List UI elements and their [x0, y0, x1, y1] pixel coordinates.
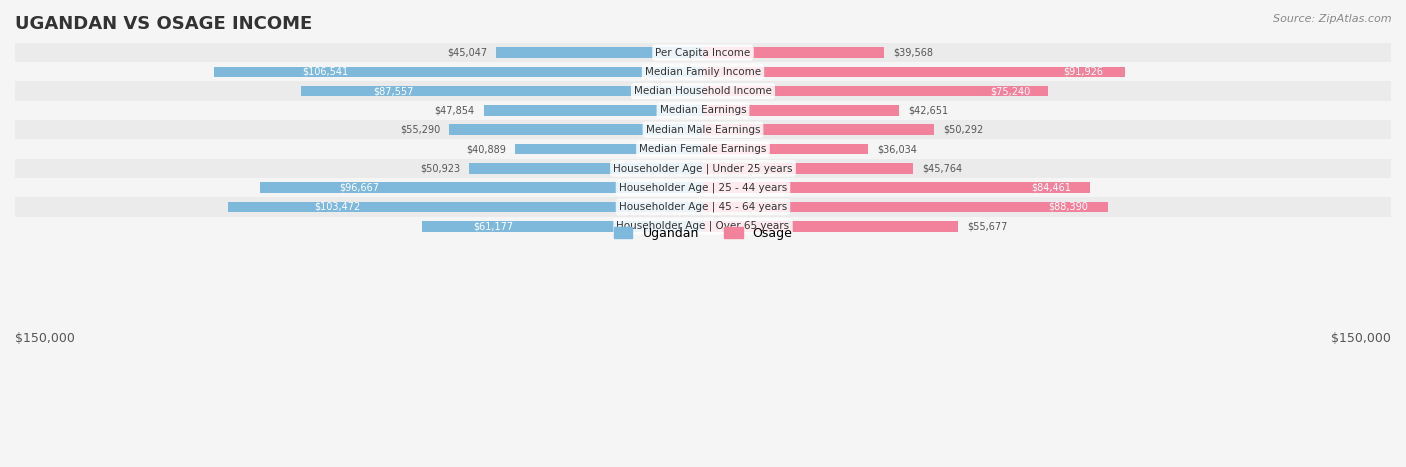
Text: $39,568: $39,568 [894, 48, 934, 57]
Text: Per Capita Income: Per Capita Income [655, 48, 751, 57]
Bar [703, 105, 898, 116]
Bar [214, 66, 703, 77]
Bar [15, 43, 1391, 62]
Text: UGANDAN VS OSAGE INCOME: UGANDAN VS OSAGE INCOME [15, 15, 312, 33]
Bar [15, 62, 1391, 81]
Text: $91,926: $91,926 [1063, 67, 1104, 77]
Bar [703, 221, 959, 232]
Bar [703, 124, 934, 135]
Text: $45,047: $45,047 [447, 48, 488, 57]
Text: $106,541: $106,541 [302, 67, 349, 77]
Bar [15, 120, 1391, 139]
Text: $150,000: $150,000 [1331, 333, 1391, 345]
Text: Median Female Earnings: Median Female Earnings [640, 144, 766, 154]
Bar [301, 86, 703, 97]
Bar [15, 159, 1391, 178]
Text: Median Male Earnings: Median Male Earnings [645, 125, 761, 134]
Text: $50,923: $50,923 [420, 163, 460, 173]
Text: $55,677: $55,677 [967, 221, 1008, 231]
Bar [703, 163, 912, 174]
Bar [703, 47, 884, 58]
Bar [496, 47, 703, 58]
Text: Householder Age | 25 - 44 years: Householder Age | 25 - 44 years [619, 182, 787, 193]
Text: Median Family Income: Median Family Income [645, 67, 761, 77]
Text: $42,651: $42,651 [908, 106, 948, 115]
Bar [15, 197, 1391, 217]
Bar [470, 163, 703, 174]
Text: $50,292: $50,292 [943, 125, 983, 134]
Text: $55,290: $55,290 [399, 125, 440, 134]
Bar [15, 101, 1391, 120]
Text: Householder Age | 45 - 64 years: Householder Age | 45 - 64 years [619, 202, 787, 212]
Text: $75,240: $75,240 [991, 86, 1031, 96]
Bar [15, 178, 1391, 197]
Text: $40,889: $40,889 [467, 144, 506, 154]
Bar [484, 105, 703, 116]
Bar [516, 144, 703, 154]
Text: Source: ZipAtlas.com: Source: ZipAtlas.com [1274, 14, 1392, 24]
Text: $87,557: $87,557 [374, 86, 415, 96]
Bar [228, 202, 703, 212]
Bar [260, 182, 703, 193]
Bar [15, 139, 1391, 159]
Legend: Ugandan, Osage: Ugandan, Osage [609, 222, 797, 245]
Text: $84,461: $84,461 [1031, 183, 1071, 192]
Bar [450, 124, 703, 135]
Text: Median Household Income: Median Household Income [634, 86, 772, 96]
Text: $47,854: $47,854 [434, 106, 474, 115]
Text: $61,177: $61,177 [472, 221, 513, 231]
Bar [703, 66, 1125, 77]
Bar [703, 202, 1108, 212]
Text: $88,390: $88,390 [1049, 202, 1088, 212]
Text: $36,034: $36,034 [877, 144, 917, 154]
Text: Householder Age | Over 65 years: Householder Age | Over 65 years [616, 221, 790, 232]
Text: $45,764: $45,764 [922, 163, 962, 173]
Text: $103,472: $103,472 [314, 202, 360, 212]
Text: $150,000: $150,000 [15, 333, 75, 345]
Bar [703, 182, 1091, 193]
Text: $96,667: $96,667 [339, 183, 380, 192]
Bar [703, 86, 1047, 97]
Bar [15, 81, 1391, 101]
Bar [703, 144, 869, 154]
Text: Householder Age | Under 25 years: Householder Age | Under 25 years [613, 163, 793, 174]
Bar [15, 217, 1391, 236]
Bar [422, 221, 703, 232]
Text: Median Earnings: Median Earnings [659, 106, 747, 115]
